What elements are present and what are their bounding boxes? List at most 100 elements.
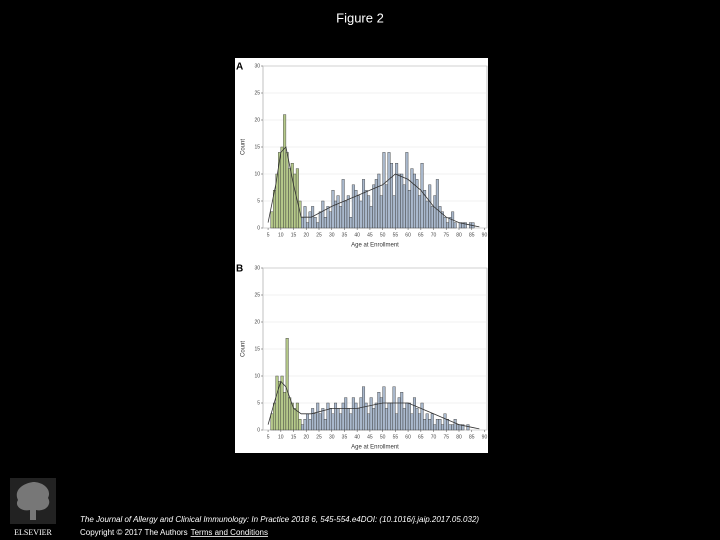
histogram-bar bbox=[321, 200, 325, 229]
histogram-bar bbox=[308, 419, 312, 431]
x-tick-label: 25 bbox=[316, 434, 322, 440]
histogram-bar bbox=[318, 413, 322, 431]
x-tick-label: 45 bbox=[367, 434, 373, 440]
terms-link[interactable]: Terms and Conditions bbox=[191, 528, 268, 537]
histogram-bar bbox=[435, 179, 439, 229]
histogram-bar bbox=[308, 211, 312, 229]
histogram-bar bbox=[379, 397, 383, 431]
histogram-bar bbox=[351, 184, 355, 229]
histogram-bar bbox=[420, 162, 424, 229]
histogram-bar bbox=[405, 402, 409, 431]
histogram-bar bbox=[448, 424, 452, 431]
histogram-bar bbox=[293, 173, 297, 229]
x-tick-label: 80 bbox=[456, 232, 462, 238]
histogram-bar bbox=[313, 216, 317, 229]
histogram-bar bbox=[280, 146, 284, 229]
histogram-bar bbox=[328, 408, 332, 431]
histogram-bar bbox=[374, 402, 378, 431]
histogram-bar bbox=[362, 179, 366, 229]
histogram-bar bbox=[300, 216, 304, 229]
x-tick-label: 80 bbox=[456, 434, 462, 440]
logo-tree bbox=[16, 482, 50, 520]
histogram-bar bbox=[341, 179, 345, 229]
copyright: Copyright © 2017 The Authors Terms and Co… bbox=[80, 528, 268, 537]
x-tick-label: 30 bbox=[329, 232, 335, 238]
histogram-bar bbox=[377, 173, 381, 229]
histogram-bar bbox=[387, 152, 391, 229]
y-tick-label: 20 bbox=[254, 319, 260, 325]
histogram-bar bbox=[407, 189, 411, 229]
histogram-bar bbox=[392, 386, 396, 431]
panel-label: A bbox=[236, 62, 243, 73]
y-tick-label: 15 bbox=[254, 346, 260, 352]
histogram-bar bbox=[354, 402, 358, 431]
histogram-bar bbox=[331, 189, 335, 229]
logo-text: ELSEVIER bbox=[14, 528, 52, 537]
histogram-bar bbox=[428, 184, 432, 229]
x-tick-label: 40 bbox=[354, 434, 360, 440]
y-tick-label: 30 bbox=[254, 265, 260, 271]
histogram-bar bbox=[295, 402, 299, 431]
histogram-bar bbox=[367, 413, 371, 431]
histogram-bar bbox=[306, 222, 310, 229]
y-tick-label: 0 bbox=[257, 225, 260, 231]
x-tick-label: 75 bbox=[443, 232, 449, 238]
histogram-bar bbox=[270, 211, 274, 229]
x-tick-label: 35 bbox=[342, 434, 348, 440]
histogram-bar bbox=[372, 184, 376, 229]
histogram-bar bbox=[443, 216, 447, 229]
histogram-bar bbox=[306, 413, 310, 431]
histogram-bar bbox=[384, 184, 388, 229]
x-tick-label: 55 bbox=[393, 232, 399, 238]
citation: The Journal of Allergy and Clinical Immu… bbox=[80, 515, 479, 524]
histogram-bar bbox=[341, 402, 345, 431]
x-tick-label: 40 bbox=[354, 232, 360, 238]
x-tick-label: 50 bbox=[380, 232, 386, 238]
x-tick-label: 20 bbox=[303, 232, 309, 238]
histogram-bar bbox=[364, 189, 368, 229]
histogram-bar bbox=[382, 386, 386, 431]
x-tick-label: 60 bbox=[405, 232, 411, 238]
histogram-bar bbox=[359, 397, 363, 431]
x-tick-label: 75 bbox=[443, 434, 449, 440]
histogram-bar bbox=[303, 419, 307, 431]
histogram-bar bbox=[362, 386, 366, 431]
copyright-text: Copyright © 2017 The Authors bbox=[80, 528, 188, 537]
x-tick-label: 10 bbox=[278, 232, 284, 238]
histogram-bar bbox=[397, 173, 401, 229]
histogram-bar bbox=[412, 397, 416, 431]
histogram-bar bbox=[372, 408, 376, 431]
histogram-bar bbox=[356, 195, 360, 229]
histogram-bar bbox=[395, 413, 399, 431]
histogram-bar bbox=[390, 162, 394, 229]
x-tick-label: 85 bbox=[469, 232, 475, 238]
x-tick-label: 25 bbox=[316, 232, 322, 238]
histogram-bar bbox=[283, 392, 287, 431]
histogram-bar bbox=[377, 392, 381, 431]
histogram-bar bbox=[349, 216, 353, 229]
x-tick-label: 20 bbox=[303, 434, 309, 440]
histogram-bar bbox=[446, 222, 450, 229]
histogram-bar bbox=[415, 408, 419, 431]
histogram-bar bbox=[326, 402, 330, 431]
histogram-chart: 0 5 10 15 20 25 30 5 10 15 20 25 30 35 40 45 50 55 60 65 70 7… bbox=[236, 264, 487, 451]
histogram-bar bbox=[356, 408, 360, 431]
x-tick-label: 45 bbox=[367, 232, 373, 238]
y-tick-label: 5 bbox=[257, 400, 260, 406]
histogram-bar bbox=[435, 419, 439, 431]
x-tick-label: 65 bbox=[418, 232, 424, 238]
histogram-bar bbox=[392, 195, 396, 229]
histogram-bar bbox=[407, 402, 411, 431]
histogram-bar bbox=[430, 206, 434, 229]
histogram-bar bbox=[425, 413, 429, 431]
histogram-bar bbox=[412, 173, 416, 229]
x-axis-label: Age at Enrollment bbox=[351, 243, 399, 249]
histogram-bar bbox=[433, 195, 437, 229]
histogram-bar bbox=[346, 408, 350, 431]
histogram-bar bbox=[298, 200, 302, 229]
x-tick-label: 30 bbox=[329, 434, 335, 440]
histogram-bar bbox=[410, 168, 414, 229]
x-tick-label: 70 bbox=[431, 434, 437, 440]
